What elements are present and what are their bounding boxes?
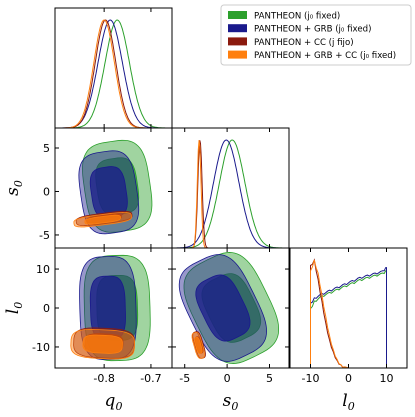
contour-set: [73, 212, 132, 228]
contour-set: [78, 150, 140, 235]
x-tick-label: -0.7: [140, 372, 161, 385]
marginal-curve: [172, 139, 289, 248]
x-axis-subscript: 0: [115, 400, 122, 413]
marginal-s0: [172, 139, 289, 248]
contour-set: [191, 331, 205, 359]
x-axis-subscript: 0: [348, 400, 355, 413]
legend-box: [220, 4, 412, 66]
legend-swatch: [228, 50, 247, 59]
contour-1sigma: [195, 274, 251, 342]
contour-q0-s0: [73, 139, 153, 235]
marginal-curve: [55, 19, 172, 128]
x-tick-label: 0: [224, 372, 231, 385]
marginal-curve: [310, 267, 387, 368]
x-axis-title: q0: [105, 391, 123, 413]
marginal-curve: [55, 19, 172, 128]
legend-label: PANTHEON + GRB + CC (j₀ fixed): [254, 51, 396, 61]
y-tick-label: -5: [39, 229, 50, 242]
y-axis-title: l0: [3, 302, 25, 314]
marginal-curve: [172, 139, 289, 248]
marginal-curve: [310, 270, 387, 368]
y-tick-label: 0: [43, 185, 50, 198]
contour-set: [70, 328, 136, 360]
y-axis-title: s0: [3, 180, 25, 196]
x-axis-subscript: 0: [231, 400, 238, 413]
x-tick-label: -0.8: [93, 372, 114, 385]
marginal-curve: [55, 19, 172, 128]
legend-swatch: [228, 37, 247, 46]
contour-set: [178, 254, 267, 362]
contour-q0-l0: [70, 254, 151, 362]
contour-1sigma: [82, 334, 123, 354]
legend-swatch: [228, 11, 247, 19]
marginal-curve: [172, 140, 289, 248]
x-axis-title: s0: [223, 391, 239, 413]
marginal-curve: [55, 19, 172, 128]
x-tick-label: -10: [302, 372, 320, 385]
marginal-curve: [172, 140, 289, 248]
y-axis-subscript: 0: [12, 180, 25, 187]
panel-frame: [289, 247, 408, 369]
contour-1sigma: [194, 336, 203, 354]
x-tick-label: 10: [379, 372, 393, 385]
marginal-curve: [310, 259, 349, 368]
marginal-l0: [310, 258, 387, 368]
x-tick-label: 5: [266, 372, 273, 385]
x-tick-label: 0: [345, 372, 352, 385]
contour-s0-l0: [178, 252, 280, 364]
x-axis-title: l0: [342, 391, 354, 413]
marginal-q0: [55, 19, 172, 128]
y-axis-subscript: 0: [12, 302, 25, 309]
y-tick-label: 0: [43, 302, 50, 315]
legend: PANTHEON (j₀ fixed) PANTHEON + GRB (j₀ fi…: [220, 4, 412, 66]
x-tick-label: -5: [179, 372, 190, 385]
y-tick-label: -10: [32, 341, 50, 354]
legend-swatch: [228, 24, 247, 33]
legend-label: PANTHEON + GRB (j₀ fixed): [254, 25, 371, 35]
contour-1sigma: [89, 166, 128, 219]
panels-layer: [55, 19, 387, 368]
contour-1sigma: [84, 214, 121, 225]
legend-label: PANTHEON + CC (j fijo): [254, 38, 354, 48]
legend-label: PANTHEON (j₀ fixed): [254, 12, 340, 22]
marginal-curve: [310, 258, 349, 368]
y-tick-label: 5: [43, 142, 50, 155]
y-tick-label: 10: [36, 263, 50, 276]
